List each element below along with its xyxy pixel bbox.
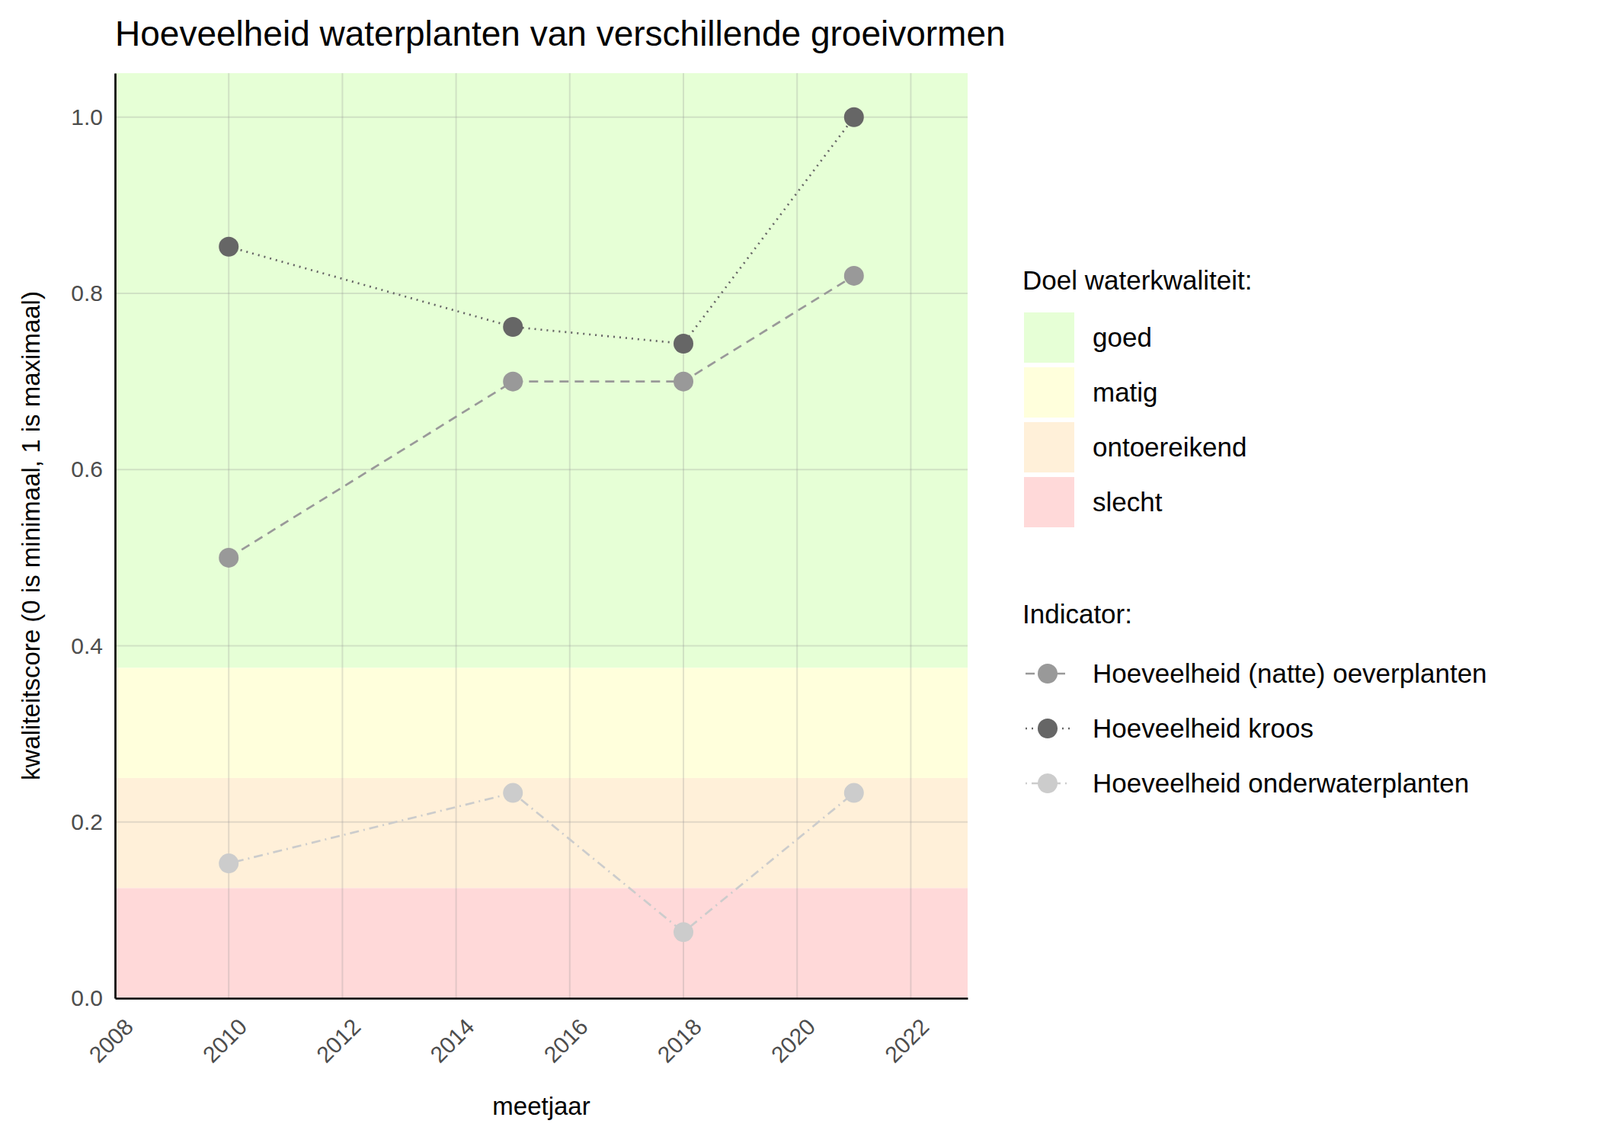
tick: 0.4 xyxy=(70,633,116,659)
tick: 2020 xyxy=(766,998,821,1068)
point xyxy=(673,371,694,392)
legend-label: Hoeveelheid onderwaterplanten xyxy=(1092,768,1469,798)
grid-line xyxy=(115,645,968,647)
tick-label: 0.8 xyxy=(70,280,103,306)
point xyxy=(673,333,694,354)
grid-line xyxy=(909,73,912,999)
legend-label: slecht xyxy=(1092,486,1163,517)
tick-label: 1.0 xyxy=(70,104,103,130)
legend-label: matig xyxy=(1092,377,1159,407)
series-line xyxy=(228,275,855,558)
tick: 2010 xyxy=(198,998,253,1068)
grid-line xyxy=(682,73,685,999)
grid-line xyxy=(115,73,116,999)
title: Hoeveelheid waterplanten van verschillen… xyxy=(115,13,1006,54)
band xyxy=(115,777,968,889)
point xyxy=(844,783,864,804)
tick-label: 0.0 xyxy=(70,985,103,1011)
point xyxy=(502,783,523,804)
point xyxy=(218,547,239,568)
tick: 2016 xyxy=(538,998,593,1068)
point xyxy=(844,107,864,128)
point xyxy=(844,265,864,286)
x-axis-title: meetjaar xyxy=(492,1091,590,1120)
tick-label: 2016 xyxy=(538,1013,593,1068)
y-axis-title: kwaliteitscore (0 is minimaal, 1 is maxi… xyxy=(16,291,45,781)
point xyxy=(502,371,523,392)
y-axis: 0.0 0.2 0.4 0.6 0.8 1.0 xyxy=(70,73,116,1012)
axis-line xyxy=(115,997,969,1000)
point xyxy=(218,236,239,257)
tick-label: 2012 xyxy=(311,1013,366,1068)
tick-label: 0.2 xyxy=(70,809,103,835)
band xyxy=(115,667,968,778)
tick: 0.0 xyxy=(70,985,116,1011)
tick-label: 2020 xyxy=(766,1013,821,1068)
grid-line xyxy=(115,821,968,823)
grid-line xyxy=(569,73,571,999)
grid-line xyxy=(115,997,968,999)
legend-label: goed xyxy=(1092,322,1152,352)
legend-label: Hoeveelheid kroos xyxy=(1092,713,1314,743)
legend-swatch xyxy=(1024,367,1075,418)
tick: 2018 xyxy=(652,998,708,1068)
grid-line xyxy=(115,116,968,119)
tick-label: 2008 xyxy=(84,1013,139,1068)
tick: 0.8 xyxy=(70,280,116,306)
grid-line xyxy=(455,73,458,999)
series-line xyxy=(228,793,855,933)
grid xyxy=(115,73,968,999)
point xyxy=(218,853,239,874)
tick: 2022 xyxy=(880,998,935,1068)
legend-swatch xyxy=(1024,422,1075,473)
legend-title: Indicator: xyxy=(1022,598,1133,629)
tick: 2014 xyxy=(425,998,480,1068)
tick-label: 2022 xyxy=(880,1013,935,1068)
tick-label: 2018 xyxy=(652,1013,708,1068)
tick-label: 0.4 xyxy=(70,633,103,659)
axis-line xyxy=(114,73,117,999)
legend-swatch xyxy=(1024,312,1075,363)
band xyxy=(115,887,968,999)
plot-area xyxy=(115,73,968,999)
point xyxy=(673,921,694,942)
legend-swatch xyxy=(1024,476,1075,528)
legend-title: Doel waterkwaliteit: xyxy=(1022,265,1253,295)
tick: 1.0 xyxy=(70,104,116,130)
legend-marker xyxy=(1037,773,1058,794)
point xyxy=(502,316,523,337)
tick-label: 2010 xyxy=(198,1013,253,1068)
legend-label: Hoeveelheid (natte) oeverplanten xyxy=(1092,658,1488,688)
grid-line xyxy=(115,292,968,295)
tick-label: 2014 xyxy=(425,1013,480,1068)
legend-marker xyxy=(1037,718,1058,739)
band xyxy=(115,73,968,668)
tick: 2012 xyxy=(311,998,366,1068)
grid-line xyxy=(341,73,343,999)
tick-label: 0.6 xyxy=(70,456,103,482)
tick: 0.6 xyxy=(70,456,116,482)
tick: 0.2 xyxy=(70,809,116,835)
legend: Doel waterkwaliteit: goed matig ontoereiken… xyxy=(1022,265,1488,798)
chart: Hoeveelheid waterplanten van verschillen… xyxy=(0,0,1600,1143)
grid-line xyxy=(115,468,968,471)
grid-line xyxy=(796,73,798,999)
series-line xyxy=(228,117,855,344)
x-axis: 2008 2010 2012 2014 2016 2018 2020 2022 xyxy=(84,998,969,1068)
legend-label: ontoereikend xyxy=(1092,432,1247,462)
legend-marker xyxy=(1037,663,1058,684)
